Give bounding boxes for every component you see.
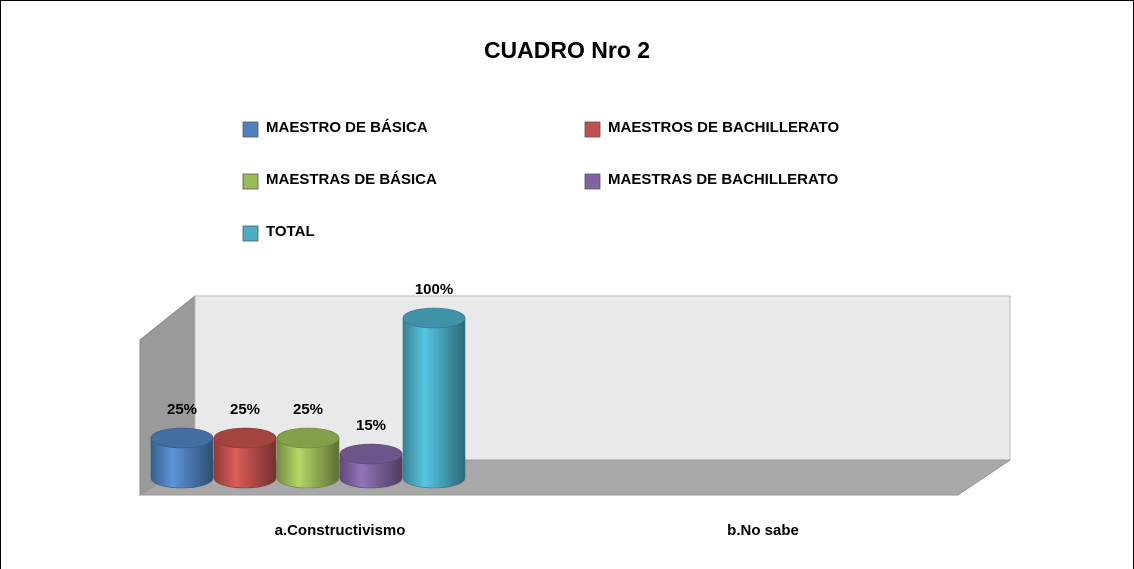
bar <box>150 427 214 489</box>
x-tick-label: a.Constructivismo <box>275 522 406 539</box>
legend-swatch <box>242 121 259 138</box>
data-label: 100% <box>415 281 453 298</box>
legend-swatch <box>584 121 601 138</box>
legend-swatch <box>584 173 601 190</box>
data-label: 15% <box>356 417 386 434</box>
legend-label: MAESTRAS DE BACHILLERATO <box>608 171 839 188</box>
legend-swatch <box>242 173 259 190</box>
data-label: 25% <box>230 401 260 418</box>
bar <box>402 307 466 489</box>
bar <box>276 427 340 489</box>
legend-label: MAESTRAS DE BÁSICA <box>266 171 437 188</box>
legend-label: TOTAL <box>266 223 315 240</box>
bar <box>213 427 277 489</box>
legend-label: MAESTRO DE BÁSICA <box>266 119 428 136</box>
x-tick-label: b.No sabe <box>727 522 799 539</box>
bar <box>339 443 403 489</box>
legend-label: MAESTROS DE BACHILLERATO <box>608 119 839 136</box>
data-label: 25% <box>167 401 197 418</box>
data-label: 25% <box>293 401 323 418</box>
legend-swatch <box>242 225 259 242</box>
chart-title: CUADRO Nro 2 <box>484 37 650 63</box>
